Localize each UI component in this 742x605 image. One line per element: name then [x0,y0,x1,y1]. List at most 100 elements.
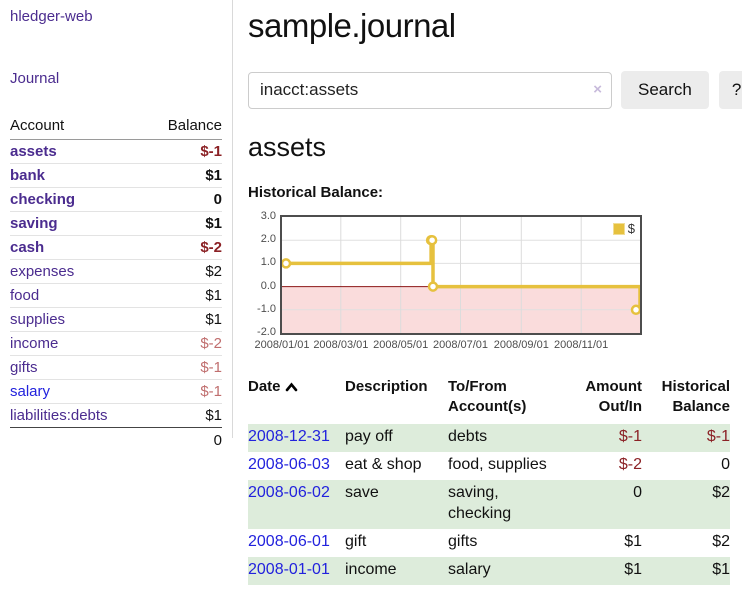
date-link[interactable]: 2008-01-01 [248,561,330,579]
search-box: × [248,71,612,109]
account-balance: 0 [146,187,222,212]
table-row: 2008-06-01 gift gifts $1 $2 [248,529,730,557]
transaction-accounts: food, supplies [448,455,547,473]
main-content: sample.journal × Search ? assets Histori… [233,0,742,605]
y-tick-label: 0.0 [260,279,276,292]
transaction-accounts: debts [448,427,488,445]
accounts-total-spacer [10,427,147,453]
table-row: 2008-06-02 save saving, checking 0 $2 [248,479,730,529]
account-balance: $-1 [200,143,222,160]
account-row: food $1 [10,283,222,308]
register-header-row: Date Description To/From Account(s) Amou… [248,377,730,424]
transaction-amount: $-1 [618,427,642,445]
account-row: assets $-1 [10,140,222,164]
accounts-header-account: Account [10,115,147,140]
transaction-description: gift [345,532,367,550]
transaction-date-cell: 2008-06-03 [248,452,345,480]
sidebar-item-journal[interactable]: Journal [10,70,60,87]
legend-label: $ [627,221,635,236]
chart-title: Historical Balance: [248,184,384,201]
transaction-amount: $1 [624,561,642,579]
date-link[interactable]: 2008-06-02 [248,483,330,501]
date-link[interactable]: 2008-06-01 [248,532,330,550]
account-link-saving[interactable]: saving [10,215,58,232]
account-link-gifts[interactable]: gifts [10,359,38,376]
transaction-description: eat & shop [345,455,422,473]
date-link[interactable]: 2008-06-03 [248,455,330,473]
account-link-income[interactable]: income [10,335,59,352]
account-row: checking 0 [10,187,222,212]
account-row: gifts $-1 [10,355,222,380]
account-link-cash[interactable]: cash [10,239,45,256]
table-row: 2008-12-31 pay off debts $-1 $-1 [248,423,730,452]
accounts-header-balance: Balance [146,115,222,140]
account-balance: $1 [146,403,222,428]
search-form: × Search ? [248,71,742,109]
account-link-salary[interactable]: salary [10,383,51,400]
app-title: hledger-web [10,8,222,26]
y-tick-label: 3.0 [260,210,276,222]
account-row: saving $1 [10,211,222,236]
search-button[interactable]: Search [621,71,709,109]
account-balance: $-1 [146,355,222,380]
account-link-expenses[interactable]: expenses [10,263,75,280]
account-link-food[interactable]: food [10,287,40,304]
transaction-description: income [345,561,397,579]
legend-swatch-icon [612,222,625,235]
accounts-total-row: 0 [10,427,222,453]
balance-chart-svg [282,217,640,333]
column-header-amount: Amount Out/In [585,378,642,416]
sidebar: hledger-web Journal Account Balance asse… [0,0,233,453]
transaction-date-cell: 2008-01-01 [248,557,345,585]
app-home-link[interactable]: hledger-web [10,8,93,25]
account-row: bank $1 [10,163,222,188]
x-tick-label: 2008/03/01 [313,339,369,351]
x-tick-label: 2008/05/01 [373,339,429,351]
account-link-supplies[interactable]: supplies [10,311,66,328]
transaction-accounts: gifts [448,532,478,550]
transaction-amount: $-2 [618,455,642,473]
transaction-balance: $2 [712,532,730,550]
chart-plot-area: $ [280,215,642,335]
account-page-title: assets [248,132,327,162]
page-title: sample.journal [248,7,456,44]
accounts-table-body: assets $-1 bank $1 checking 0 saving $1 cash $-2 e… [10,140,222,428]
column-header-balance: Historical Balance [661,378,730,416]
y-tick-label: 2.0 [260,233,276,246]
transaction-date-cell: 2008-06-01 [248,529,345,557]
date-link[interactable]: 2008-12-31 [248,427,330,445]
column-header-date[interactable]: Date [248,377,345,424]
y-tick-label: -2.0 [257,326,276,338]
transaction-description: pay off [345,427,393,445]
account-balance: $1 [146,283,222,308]
column-header-accounts: To/From Account(s) [448,378,527,416]
account-link-checking[interactable]: checking [10,191,76,208]
account-row: income $-2 [10,331,222,356]
table-row: 2008-01-01 income salary $1 $1 [248,557,730,586]
account-balance: $1 [146,307,222,332]
accounts-total-value: 0 [146,427,222,453]
account-balance: $-2 [146,235,222,260]
transaction-date-cell: 2008-12-31 [248,424,345,452]
account-balance: $-2 [146,331,222,356]
help-button[interactable]: ? [718,71,742,109]
account-link-bank[interactable]: bank [10,167,46,184]
transaction-balance: $-1 [706,427,730,445]
account-balance: $1 [146,163,222,188]
search-input[interactable] [248,71,612,109]
transaction-date-cell: 2008-06-02 [248,480,345,529]
historical-balance-chart: 3.0 2.0 1.0 0.0 -1.0 -2.0 $ 2008/01/01 2008/03… [248,210,678,361]
transaction-accounts: salary [448,561,491,579]
account-balance: $1 [146,211,222,236]
account-row: supplies $1 [10,307,222,332]
account-link-liabilities-debts[interactable]: liabilities:debts [10,407,108,424]
transaction-balance: $2 [712,483,730,501]
transaction-amount: 0 [633,483,642,501]
clear-search-icon[interactable]: × [593,80,602,98]
column-header-description: Description [345,378,428,395]
register-table: Date Description To/From Account(s) Amou… [248,377,730,586]
account-link-assets[interactable]: assets [10,143,57,160]
x-tick-label: 2008/01/01 [254,339,310,351]
sort-ascending-icon [285,382,297,392]
